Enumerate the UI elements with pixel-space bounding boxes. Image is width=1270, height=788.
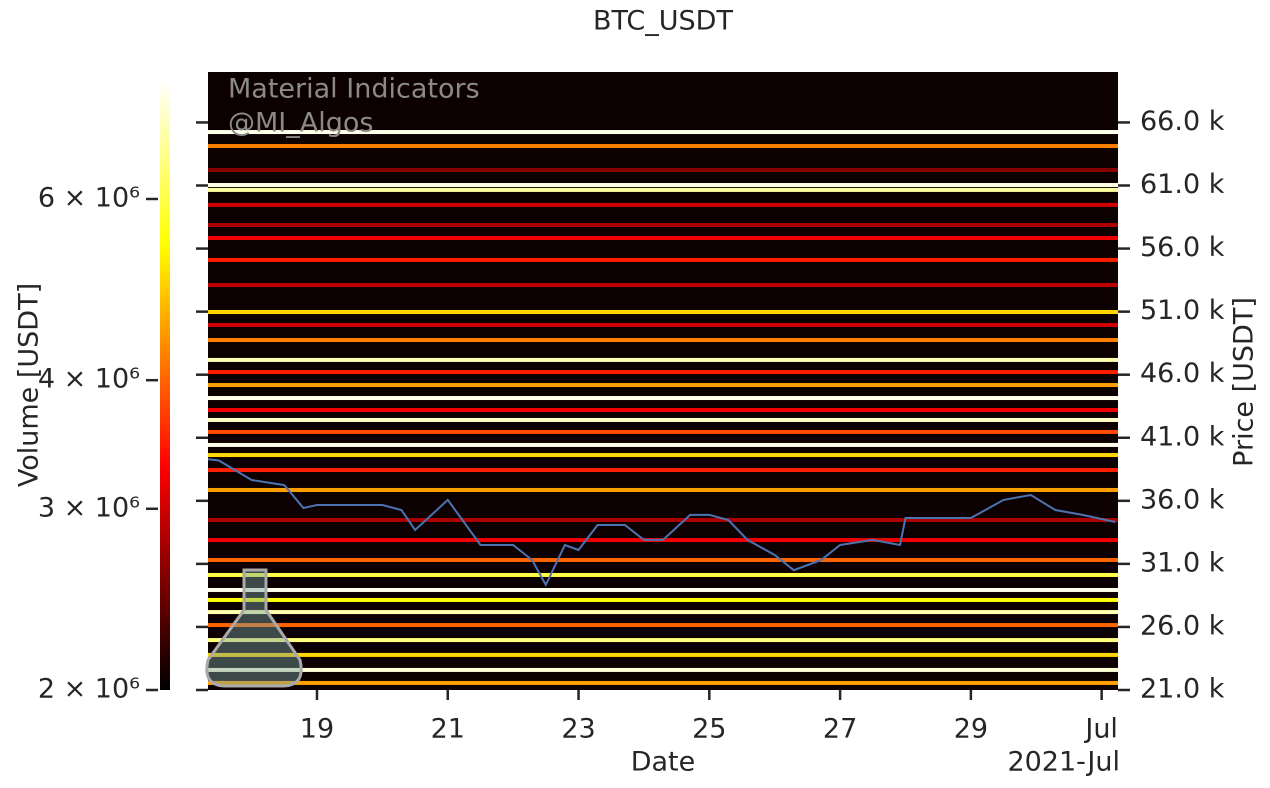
logo xyxy=(205,568,303,688)
heatmap-level xyxy=(208,283,1118,288)
price-line xyxy=(207,458,1116,588)
heatmap-level xyxy=(208,597,1118,602)
heatmap-level xyxy=(208,167,1118,172)
plot-background xyxy=(208,72,1118,690)
heatmap-level xyxy=(208,453,1118,458)
heatmap-level xyxy=(208,638,1118,643)
heatmap-level xyxy=(208,408,1118,413)
heatmap-level xyxy=(208,680,1118,685)
watermark: Material Indicators xyxy=(228,74,480,105)
x-axis-label: Date xyxy=(631,747,696,778)
heatmap-level xyxy=(208,222,1118,227)
heatmap-level xyxy=(208,144,1118,149)
plot-area xyxy=(207,72,1118,690)
heatmap-level xyxy=(208,429,1118,434)
colorbar-tick-label: 6 × 10⁶ xyxy=(38,182,140,213)
heatmap-level xyxy=(208,610,1118,615)
heatmap-level xyxy=(208,572,1118,577)
x-tick-label: 19 xyxy=(300,714,334,745)
colorbar-tick-label: 4 × 10⁶ xyxy=(38,364,140,395)
y-tick-label: 31.0 k xyxy=(1140,547,1225,578)
y-tick-label: 56.0 k xyxy=(1140,232,1225,263)
heatmap-level xyxy=(208,357,1118,362)
heatmap-level xyxy=(208,652,1118,657)
x-offset-label: 2021-Jul xyxy=(1007,747,1120,778)
heatmap-level xyxy=(208,417,1118,422)
heatmap-level xyxy=(208,310,1118,315)
y-tick-label: 21.0 k xyxy=(1140,674,1225,705)
x-tick-label: Jul xyxy=(1083,714,1118,745)
colorbar-tick-label: 3 × 10⁶ xyxy=(38,492,140,523)
heatmap-level xyxy=(208,623,1118,628)
heatmap-level xyxy=(208,130,1118,135)
colorbar xyxy=(160,80,170,690)
y-tick-label: 66.0 k xyxy=(1140,106,1225,137)
y-tick-label: 41.0 k xyxy=(1140,421,1225,452)
chart-title: BTC_USDT xyxy=(593,6,733,37)
x-tick-label: 25 xyxy=(692,714,726,745)
y-tick-label: 51.0 k xyxy=(1140,295,1225,326)
watermark: @MI_Algos xyxy=(228,108,373,139)
x-tick-label: 29 xyxy=(954,714,988,745)
x-tick-label: 21 xyxy=(431,714,465,745)
heatmap-level xyxy=(208,383,1118,388)
heatmap-level xyxy=(208,587,1118,592)
overlay: Material Indicators @MI_Algos xyxy=(205,74,480,688)
heatmap-level xyxy=(208,396,1118,401)
y-tick-label: 46.0 k xyxy=(1140,358,1225,389)
heatmap-level xyxy=(208,338,1118,343)
heatmap-level xyxy=(208,468,1118,473)
heatmap-level xyxy=(208,370,1118,375)
colorbar-tick-label: 2 × 10⁶ xyxy=(38,674,140,705)
heatmap-level xyxy=(208,202,1118,207)
heatmap-level xyxy=(208,517,1118,522)
y-tick-label: 61.0 k xyxy=(1140,169,1225,200)
heatmap-level xyxy=(208,442,1118,447)
heatmap-level xyxy=(208,257,1118,262)
y-axis-label: Price [USDT] xyxy=(1229,297,1260,467)
x-tick-label: 23 xyxy=(561,714,595,745)
y-tick-label: 26.0 k xyxy=(1140,610,1225,641)
heatmap-level xyxy=(208,235,1118,240)
heatmap-level xyxy=(208,487,1118,492)
heatmap-level xyxy=(208,667,1118,672)
heatmap-level xyxy=(208,323,1118,328)
heatmap-level xyxy=(208,187,1118,192)
heatmap-level xyxy=(208,557,1118,562)
heatmap-level xyxy=(208,183,1118,188)
x-tick-label: 27 xyxy=(823,714,857,745)
colorbar-label: Volume [USDT] xyxy=(14,283,45,487)
y-tick-label: 36.0 k xyxy=(1140,484,1225,515)
